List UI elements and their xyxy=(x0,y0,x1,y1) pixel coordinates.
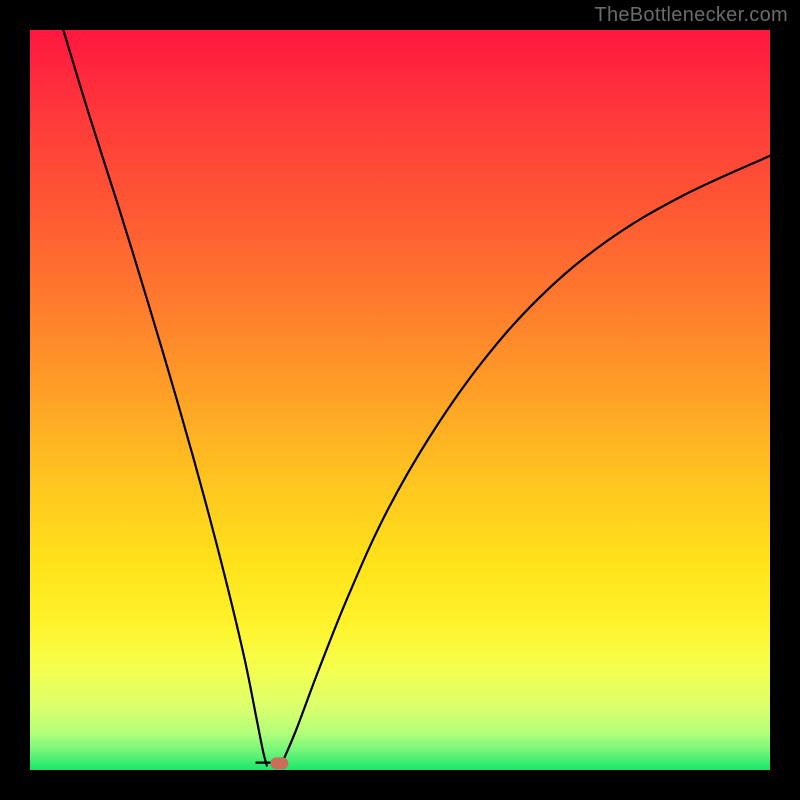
watermark-text: TheBottlenecker.com xyxy=(594,4,788,27)
chart-container: TheBottlenecker.com xyxy=(0,0,800,800)
plot-gradient-background xyxy=(30,30,770,770)
